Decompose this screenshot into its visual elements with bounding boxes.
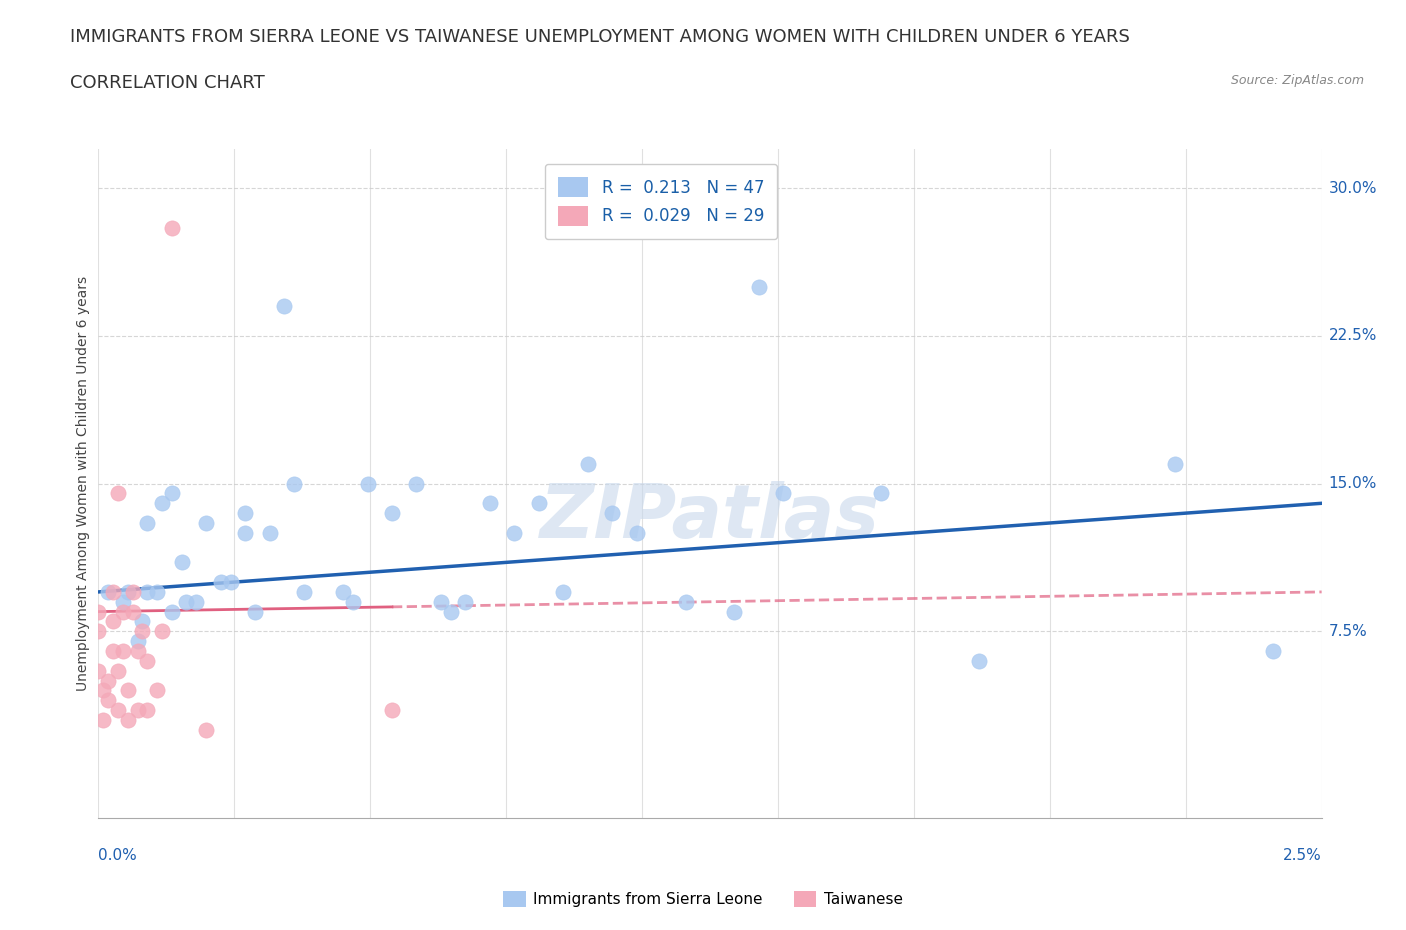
Point <box>101 584 124 599</box>
Point <box>150 624 173 639</box>
Point <box>101 614 124 629</box>
Point <box>131 624 153 639</box>
Point <box>576 457 599 472</box>
Point <box>772 486 794 501</box>
Y-axis label: Unemployment Among Women with Children Under 6 years: Unemployment Among Women with Children U… <box>76 276 90 691</box>
Point <box>91 683 114 698</box>
Legend: R =  0.213   N = 47, R =  0.029   N = 29: R = 0.213 N = 47, R = 0.029 N = 29 <box>546 164 778 240</box>
Point <box>723 604 745 619</box>
Point <box>121 604 143 619</box>
Point <box>146 683 169 698</box>
Point <box>117 683 139 698</box>
Legend: Immigrants from Sierra Leone, Taiwanese: Immigrants from Sierra Leone, Taiwanese <box>496 884 910 913</box>
Text: CORRELATION CHART: CORRELATION CHART <box>70 74 266 92</box>
Point <box>160 604 183 619</box>
Point <box>107 663 129 678</box>
Point <box>600 506 623 521</box>
Point <box>381 703 404 718</box>
Point <box>748 279 770 294</box>
Point <box>292 584 315 599</box>
Point <box>219 575 242 590</box>
Point <box>111 644 134 658</box>
Point <box>97 693 120 708</box>
Point <box>195 515 218 530</box>
Point <box>87 624 110 639</box>
Point <box>136 654 159 669</box>
Point <box>967 654 990 669</box>
Point <box>283 476 305 491</box>
Point <box>160 486 183 501</box>
Point <box>111 594 134 609</box>
Point <box>553 584 575 599</box>
Text: 15.0%: 15.0% <box>1329 476 1376 491</box>
Point <box>136 515 159 530</box>
Text: 7.5%: 7.5% <box>1329 624 1368 639</box>
Point <box>454 594 477 609</box>
Point <box>136 584 159 599</box>
Point <box>121 584 143 599</box>
Point <box>332 584 354 599</box>
Point <box>478 496 501 511</box>
Point <box>870 486 893 501</box>
Point <box>356 476 378 491</box>
Point <box>259 525 281 540</box>
Point <box>342 594 364 609</box>
Point <box>405 476 427 491</box>
Point <box>527 496 550 511</box>
Point <box>243 604 266 619</box>
Point <box>1261 644 1284 658</box>
Point <box>273 299 295 313</box>
Point <box>186 594 208 609</box>
Point <box>136 703 159 718</box>
Point <box>97 673 120 688</box>
Point <box>503 525 526 540</box>
Point <box>381 506 404 521</box>
Point <box>117 584 139 599</box>
Point <box>170 555 193 570</box>
Point <box>233 525 256 540</box>
Point <box>87 663 110 678</box>
Text: ZIPatlas: ZIPatlas <box>540 481 880 553</box>
Point <box>1164 457 1187 472</box>
Point <box>176 594 198 609</box>
Point <box>107 486 129 501</box>
Point <box>87 604 110 619</box>
Point <box>430 594 453 609</box>
Text: 22.5%: 22.5% <box>1329 328 1376 343</box>
Point <box>131 614 153 629</box>
Point <box>127 644 149 658</box>
Point <box>195 723 218 737</box>
Point <box>440 604 463 619</box>
Point <box>233 506 256 521</box>
Point <box>675 594 697 609</box>
Point <box>97 584 120 599</box>
Point <box>91 712 114 727</box>
Point <box>117 712 139 727</box>
Point <box>127 633 149 648</box>
Text: Source: ZipAtlas.com: Source: ZipAtlas.com <box>1230 74 1364 87</box>
Point <box>160 220 183 235</box>
Text: 30.0%: 30.0% <box>1329 180 1376 195</box>
Text: 2.5%: 2.5% <box>1282 848 1322 863</box>
Point <box>150 496 173 511</box>
Point <box>209 575 232 590</box>
Point <box>146 584 169 599</box>
Point <box>127 703 149 718</box>
Point <box>101 644 124 658</box>
Text: 0.0%: 0.0% <box>98 848 138 863</box>
Point <box>107 703 129 718</box>
Point <box>626 525 648 540</box>
Point <box>111 604 134 619</box>
Text: IMMIGRANTS FROM SIERRA LEONE VS TAIWANESE UNEMPLOYMENT AMONG WOMEN WITH CHILDREN: IMMIGRANTS FROM SIERRA LEONE VS TAIWANES… <box>70 28 1130 46</box>
